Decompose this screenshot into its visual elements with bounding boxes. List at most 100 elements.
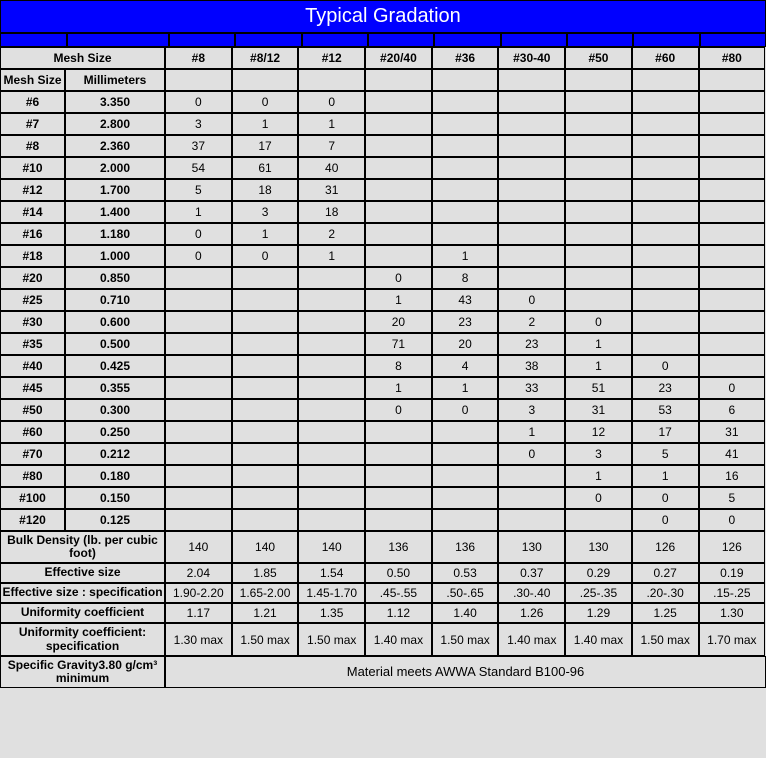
value-cell: 1: [232, 113, 299, 135]
value-cell: [365, 509, 432, 531]
value-cell: [699, 91, 766, 113]
value-cell: 7: [298, 135, 365, 157]
summary-value: 0.27: [632, 563, 699, 583]
value-cell: [298, 487, 365, 509]
mm-cell: 2.800: [65, 113, 165, 135]
value-cell: [232, 487, 299, 509]
value-cell: 0: [565, 311, 632, 333]
value-cell: 0: [565, 487, 632, 509]
value-cell: 12: [565, 421, 632, 443]
value-cell: [632, 157, 699, 179]
value-cell: [699, 289, 766, 311]
header-row-2: Mesh Size Millimeters: [0, 69, 766, 91]
value-cell: [699, 135, 766, 157]
summary-value: 1.65-2.00: [232, 583, 299, 603]
mm-cell: 0.125: [65, 509, 165, 531]
value-cell: [165, 377, 232, 399]
summary-row: Effective size : specification1.90-2.201…: [0, 583, 766, 603]
value-cell: 1: [565, 465, 632, 487]
value-cell: [232, 465, 299, 487]
mm-cell: 1.180: [65, 223, 165, 245]
value-cell: [699, 311, 766, 333]
value-cell: [432, 91, 499, 113]
value-cell: 31: [565, 399, 632, 421]
mesh-cell: #120: [0, 509, 65, 531]
value-cell: 23: [498, 333, 565, 355]
value-cell: [365, 421, 432, 443]
summary-value: 1.40 max: [365, 623, 432, 655]
summary-value: 1.54: [298, 563, 365, 583]
summary-value: 1.29: [565, 603, 632, 623]
summary-value: .20-.30: [632, 583, 699, 603]
gradation-table: Typical Gradation Mesh Size #8 #8/12 #12…: [0, 0, 766, 688]
mesh-cell: #10: [0, 157, 65, 179]
value-cell: 37: [165, 135, 232, 157]
value-cell: [498, 487, 565, 509]
value-cell: 5: [632, 443, 699, 465]
value-cell: [365, 113, 432, 135]
mesh-cell: #80: [0, 465, 65, 487]
value-cell: [498, 465, 565, 487]
value-cell: [565, 509, 632, 531]
value-cell: [565, 267, 632, 289]
value-cell: [632, 113, 699, 135]
value-cell: [565, 223, 632, 245]
value-cell: [232, 289, 299, 311]
summary-value: .15-.25: [699, 583, 766, 603]
value-cell: [632, 201, 699, 223]
table-row: #102.000546140: [0, 157, 766, 179]
summary-value: 140: [298, 531, 365, 563]
mm-cell: 0.355: [65, 377, 165, 399]
summary-value: 140: [232, 531, 299, 563]
value-cell: [432, 223, 499, 245]
mm-cell: 1.000: [65, 245, 165, 267]
mm-cell: 1.400: [65, 201, 165, 223]
mm-cell: 0.250: [65, 421, 165, 443]
value-cell: 16: [699, 465, 766, 487]
table-row: #250.7101430: [0, 289, 766, 311]
value-cell: [165, 421, 232, 443]
mm-cell: 0.150: [65, 487, 165, 509]
value-cell: 1: [232, 223, 299, 245]
table-row: #82.36037177: [0, 135, 766, 157]
value-cell: 31: [298, 179, 365, 201]
value-cell: [432, 487, 499, 509]
value-cell: 0: [632, 487, 699, 509]
summary-value: 1.17: [165, 603, 232, 623]
summary-value: 1.21: [232, 603, 299, 623]
value-cell: [632, 135, 699, 157]
value-cell: [232, 509, 299, 531]
value-cell: 0: [232, 245, 299, 267]
separator-row: [0, 33, 766, 47]
value-cell: [298, 509, 365, 531]
summary-value: 1.40 max: [498, 623, 565, 655]
mm-cell: 2.000: [65, 157, 165, 179]
value-cell: [565, 157, 632, 179]
value-cell: 0: [298, 91, 365, 113]
blank-header: [632, 69, 699, 91]
value-cell: [298, 355, 365, 377]
value-cell: [432, 509, 499, 531]
mesh-cell: #16: [0, 223, 65, 245]
value-cell: [298, 289, 365, 311]
blank-header: [298, 69, 365, 91]
summary-value: 126: [632, 531, 699, 563]
value-cell: [498, 91, 565, 113]
summary-value: 1.50 max: [298, 623, 365, 655]
value-cell: 20: [432, 333, 499, 355]
table-row: #1200.12500: [0, 509, 766, 531]
table-row: #141.4001318: [0, 201, 766, 223]
value-cell: 0: [498, 443, 565, 465]
value-cell: [565, 179, 632, 201]
value-cell: [565, 201, 632, 223]
mesh-cell: #18: [0, 245, 65, 267]
specific-gravity-label: Specific Gravity3.80 g/cm³ minimum: [0, 656, 165, 688]
value-cell: [365, 487, 432, 509]
summary-value: .25-.35: [565, 583, 632, 603]
mm-cell: 0.300: [65, 399, 165, 421]
value-cell: [565, 289, 632, 311]
value-cell: 53: [632, 399, 699, 421]
value-cell: [365, 443, 432, 465]
table-row: #350.5007120231: [0, 333, 766, 355]
mm-cell: 3.350: [65, 91, 165, 113]
